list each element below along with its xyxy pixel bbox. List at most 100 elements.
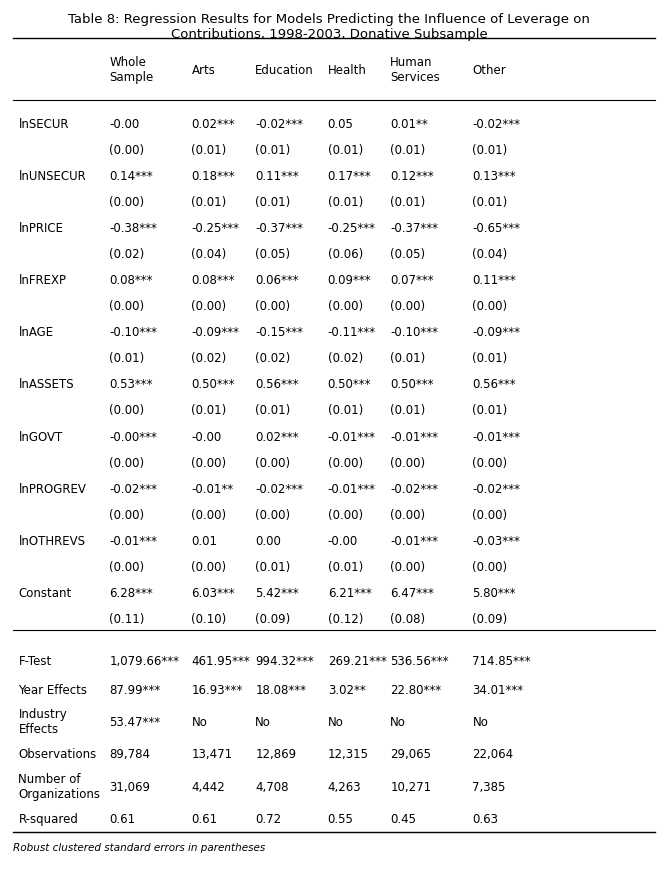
Text: 0.02***: 0.02*** [191, 118, 235, 131]
Text: -0.00: -0.00 [328, 534, 358, 547]
Text: -0.25***: -0.25*** [328, 222, 376, 235]
Text: -0.65***: -0.65*** [472, 222, 520, 235]
Text: (0.00): (0.00) [390, 300, 425, 313]
Text: (0.02): (0.02) [109, 249, 145, 262]
Text: (0.02): (0.02) [328, 352, 363, 365]
Text: (0.00): (0.00) [472, 300, 507, 313]
Text: 6.47***: 6.47*** [390, 586, 434, 599]
Text: -0.11***: -0.11*** [328, 326, 376, 339]
Text: -0.09***: -0.09*** [191, 326, 240, 339]
Text: (0.01): (0.01) [390, 352, 426, 365]
Text: 0.61: 0.61 [191, 812, 218, 825]
Text: 461.95***: 461.95*** [191, 654, 250, 667]
Text: Table 8: Regression Results for Models Predicting the Influence of Leverage on
C: Table 8: Regression Results for Models P… [68, 13, 590, 41]
Text: (0.04): (0.04) [191, 249, 227, 262]
Text: 269.21***: 269.21*** [328, 654, 386, 667]
Text: 16.93***: 16.93*** [191, 683, 243, 696]
Text: No: No [472, 715, 488, 728]
Text: Education: Education [255, 63, 314, 76]
Text: (0.00): (0.00) [191, 300, 226, 313]
Text: (0.00): (0.00) [109, 508, 144, 521]
Text: (0.01): (0.01) [255, 196, 291, 209]
Text: -0.01***: -0.01*** [390, 534, 438, 547]
Text: 10,271: 10,271 [390, 779, 432, 793]
Text: (0.00): (0.00) [255, 508, 290, 521]
Text: Human
Services: Human Services [390, 56, 440, 84]
Text: (0.01): (0.01) [255, 144, 291, 157]
Text: -0.02***: -0.02*** [255, 118, 303, 131]
Text: 0.17***: 0.17*** [328, 170, 371, 183]
Text: 12,869: 12,869 [255, 747, 296, 760]
Text: (0.00): (0.00) [472, 456, 507, 469]
Text: -0.01***: -0.01*** [109, 534, 157, 547]
Text: 31,069: 31,069 [109, 779, 150, 793]
Text: 0.56***: 0.56*** [472, 378, 516, 391]
Text: (0.11): (0.11) [109, 612, 145, 625]
Text: lnGOVT: lnGOVT [18, 430, 63, 443]
Text: -0.10***: -0.10*** [390, 326, 438, 339]
Text: (0.00): (0.00) [191, 560, 226, 573]
Text: (0.00): (0.00) [472, 508, 507, 521]
Text: -0.09***: -0.09*** [472, 326, 520, 339]
Text: 5.80***: 5.80*** [472, 586, 516, 599]
Text: 536.56***: 536.56*** [390, 654, 449, 667]
Text: No: No [191, 715, 207, 728]
Text: 0.53***: 0.53*** [109, 378, 153, 391]
Text: (0.00): (0.00) [255, 456, 290, 469]
Text: 6.03***: 6.03*** [191, 586, 235, 599]
Text: (0.02): (0.02) [191, 352, 227, 365]
Text: -0.01**: -0.01** [191, 482, 234, 495]
Text: 0.01: 0.01 [191, 534, 218, 547]
Text: Number of
Organizations: Number of Organizations [18, 773, 101, 800]
Text: (0.01): (0.01) [109, 352, 145, 365]
Text: -0.02***: -0.02*** [472, 118, 520, 131]
Text: 0.02***: 0.02*** [255, 430, 299, 443]
Text: -0.03***: -0.03*** [472, 534, 520, 547]
Text: (0.10): (0.10) [191, 612, 227, 625]
Text: lnPROGREV: lnPROGREV [18, 482, 86, 495]
Text: 22,064: 22,064 [472, 747, 513, 760]
Text: (0.00): (0.00) [472, 560, 507, 573]
Text: Robust clustered standard errors in parentheses: Robust clustered standard errors in pare… [13, 842, 265, 852]
Text: (0.12): (0.12) [328, 612, 363, 625]
Text: (0.01): (0.01) [390, 144, 426, 157]
Text: (0.01): (0.01) [191, 144, 227, 157]
Text: Other: Other [472, 63, 506, 76]
Text: 0.11***: 0.11*** [255, 170, 299, 183]
Text: Industry
Effects: Industry Effects [18, 707, 67, 735]
Text: (0.01): (0.01) [255, 404, 291, 417]
Text: (0.01): (0.01) [255, 560, 291, 573]
Text: lnSECUR: lnSECUR [18, 118, 69, 131]
Text: 0.56***: 0.56*** [255, 378, 299, 391]
Text: (0.00): (0.00) [109, 144, 144, 157]
Text: -0.02***: -0.02*** [390, 482, 438, 495]
Text: -0.02***: -0.02*** [255, 482, 303, 495]
Text: 0.14***: 0.14*** [109, 170, 153, 183]
Text: 0.05: 0.05 [328, 118, 353, 131]
Text: 0.63: 0.63 [472, 812, 499, 825]
Text: (0.09): (0.09) [472, 612, 508, 625]
Text: -0.10***: -0.10*** [109, 326, 157, 339]
Text: (0.01): (0.01) [191, 404, 227, 417]
Text: lnOTHREVS: lnOTHREVS [18, 534, 86, 547]
Text: (0.01): (0.01) [472, 144, 508, 157]
Text: 0.55: 0.55 [328, 812, 353, 825]
Text: -0.00***: -0.00*** [109, 430, 157, 443]
Text: (0.01): (0.01) [328, 560, 363, 573]
Text: 13,471: 13,471 [191, 747, 233, 760]
Text: -0.01***: -0.01*** [390, 430, 438, 443]
Text: 18.08***: 18.08*** [255, 683, 307, 696]
Text: (0.00): (0.00) [191, 508, 226, 521]
Text: 0.50***: 0.50*** [328, 378, 371, 391]
Text: 87.99***: 87.99*** [109, 683, 161, 696]
Text: (0.01): (0.01) [472, 352, 508, 365]
Text: 0.61: 0.61 [109, 812, 136, 825]
Text: (0.04): (0.04) [472, 249, 508, 262]
Text: 89,784: 89,784 [109, 747, 150, 760]
Text: lnFREXP: lnFREXP [18, 274, 66, 287]
Text: (0.05): (0.05) [255, 249, 290, 262]
Text: No: No [390, 715, 406, 728]
Text: 4,442: 4,442 [191, 779, 225, 793]
Text: Observations: Observations [18, 747, 97, 760]
Text: Constant: Constant [18, 586, 72, 599]
